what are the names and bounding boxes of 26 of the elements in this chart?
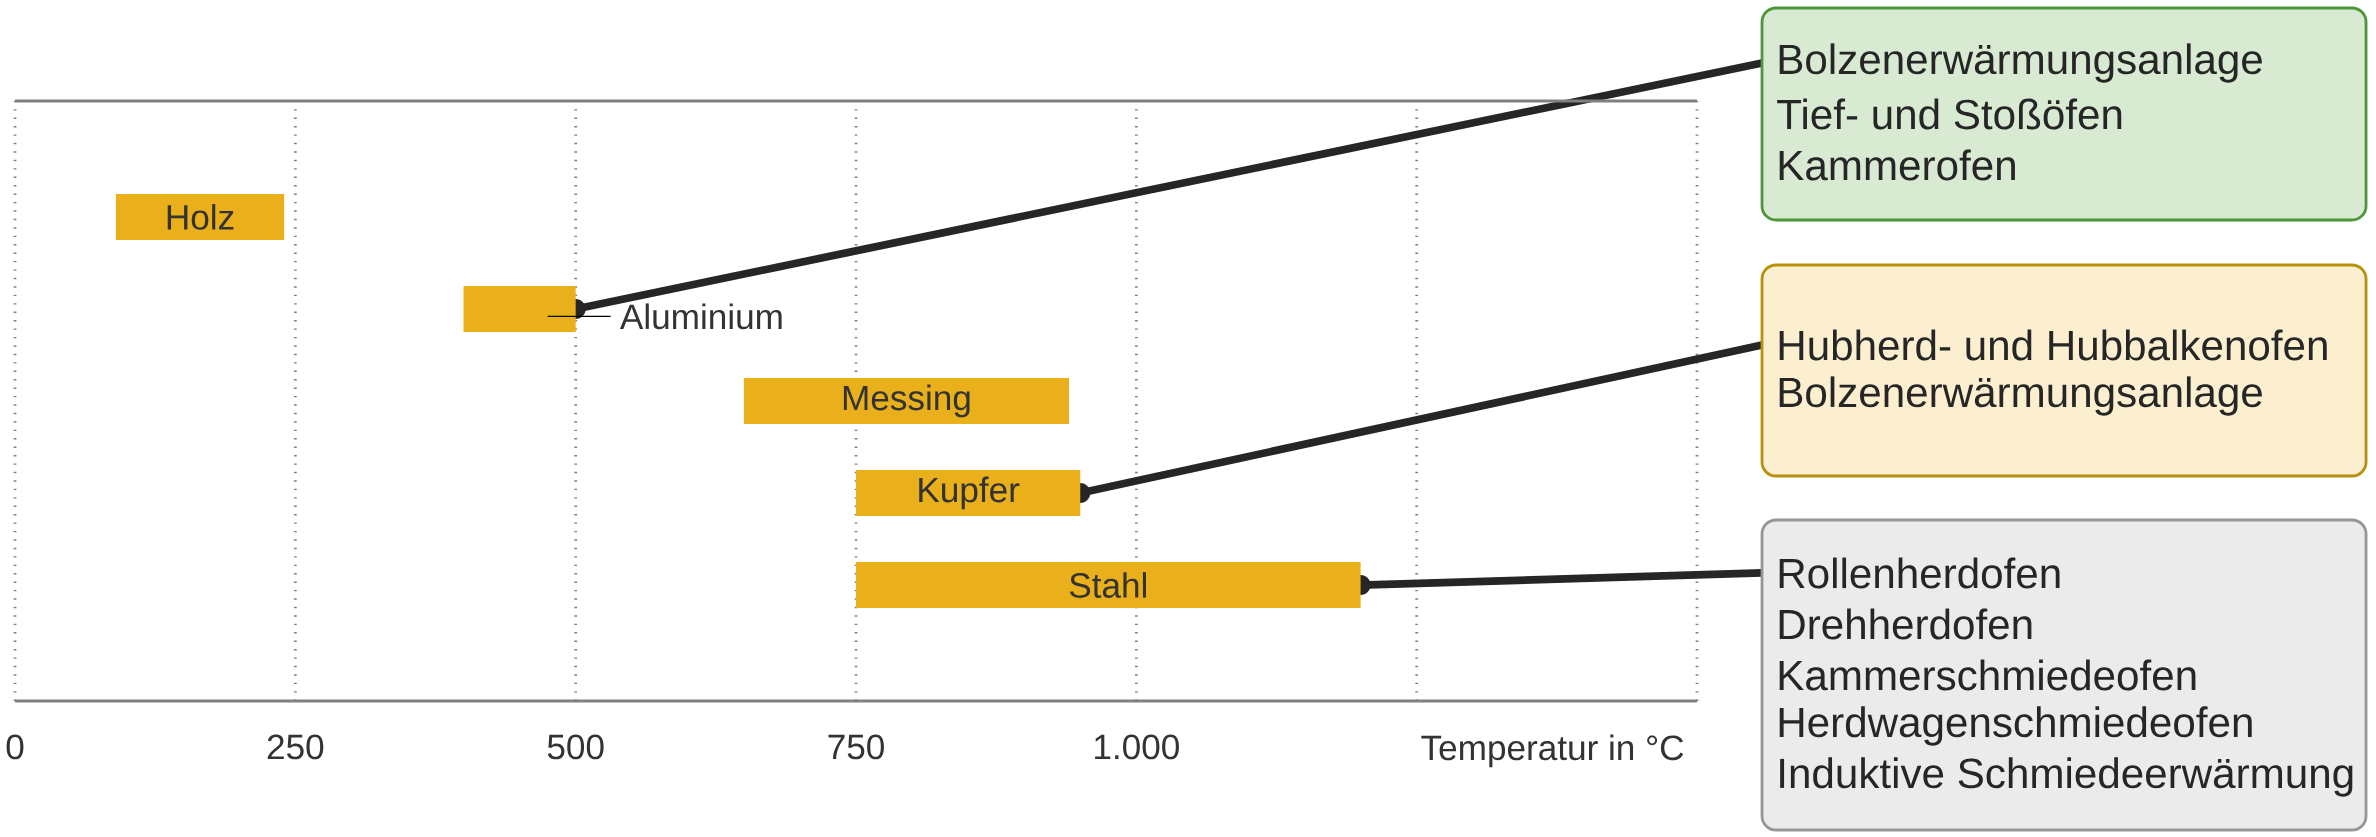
text: Bolzenerwärmungsanlage [1779, 376, 2262, 416]
text: Induktive Schmiedeerwärmung [1780, 757, 2353, 797]
bar [856, 562, 1361, 609]
annotation: Rollenherdofen [1779, 557, 2060, 589]
bar [856, 470, 1081, 517]
text: Kammerofen [1779, 149, 2015, 181]
x-tick-label: 500 [547, 734, 604, 760]
annotation: Bolzenerwärmungsanlage [1779, 43, 2262, 83]
annotation: Hubherd- und Hubbalkenofen [1779, 329, 2327, 361]
x-tick-label: 1.000 [1095, 734, 1179, 760]
x-tick-label: 250 [267, 734, 324, 760]
bar [463, 285, 576, 332]
y-tick-label: Kupfer [919, 476, 1020, 510]
x-tick-label: 0 [6, 734, 24, 760]
bar [743, 377, 1070, 424]
y-tick-label: Aluminium [619, 303, 782, 330]
y-tick-label: Messing [843, 384, 970, 418]
text: Herdwagenschmiedeofen [1779, 706, 2252, 746]
y-tick-label: Holz [167, 204, 234, 230]
text: Kammerschmiedeofen [1779, 659, 2196, 691]
bar [115, 193, 285, 240]
x-axis-title: Temperatur in °C [1421, 734, 1684, 768]
y-tick-label: Stahl [1069, 572, 1147, 598]
text: Tief- und Stoßöfen [1777, 98, 2122, 130]
text: Drehherdofen [1779, 608, 2032, 640]
x-tick-label: 750 [828, 734, 884, 760]
